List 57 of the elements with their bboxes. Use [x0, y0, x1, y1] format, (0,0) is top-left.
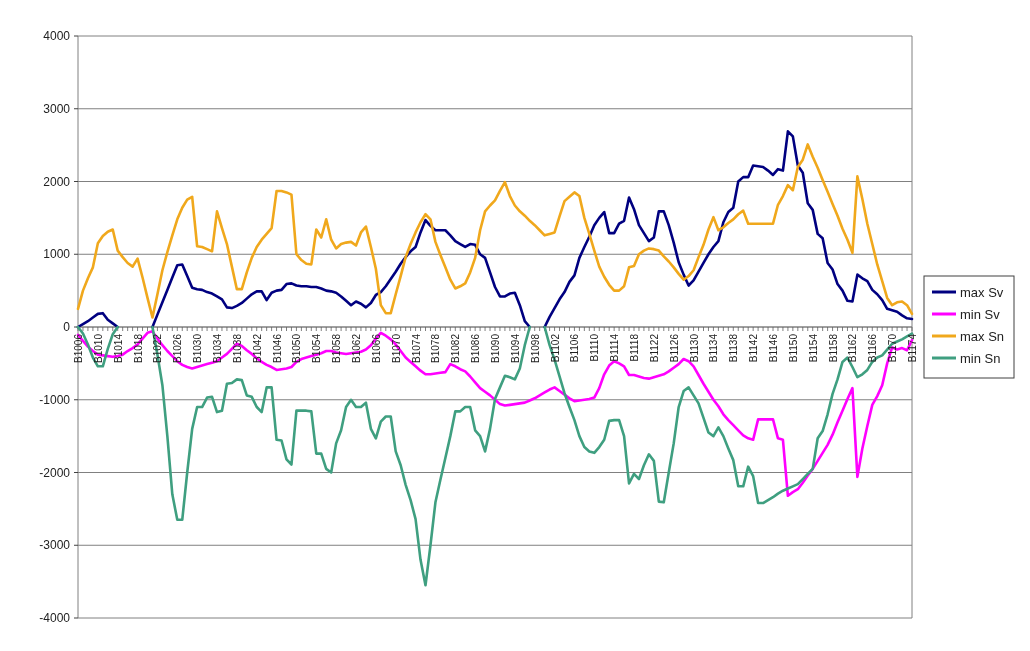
x-tick-label: B1066: [370, 333, 382, 363]
x-tick-label: B1146: [768, 333, 779, 363]
x-tick-label: B1026: [172, 333, 184, 363]
x-tick-label: B1038: [231, 333, 243, 363]
x-tick-label: B1098: [529, 333, 541, 363]
x-tick-label: B1134: [708, 333, 720, 363]
x-tick-label: B1110: [589, 333, 601, 362]
y-tick-label: -4000: [39, 611, 71, 626]
x-tick-label: B1118: [629, 333, 640, 362]
x-tick-label: B1174: [907, 333, 918, 363]
x-tick-label: B1166: [867, 333, 879, 363]
x-tick-label: B1030: [192, 333, 204, 363]
legend-label: min Sn: [960, 350, 1001, 366]
x-tick-label: B1094: [509, 333, 521, 363]
y-tick-label: -3000: [39, 538, 71, 553]
line-series: [76, 330, 914, 498]
x-tick-label: B1022: [152, 333, 164, 363]
x-tick-label: B1086: [470, 333, 482, 363]
legend-label: max Sn: [960, 328, 1005, 344]
x-tick-label: B1158: [827, 333, 839, 363]
x-tick-label: B1046: [271, 333, 283, 363]
x-tick-label: B1018: [132, 333, 144, 363]
x-tick-label: B1042: [251, 333, 263, 363]
x-tick-label: B1062: [351, 333, 362, 363]
x-tick-label: B1102: [549, 333, 561, 363]
x-tick-label: B1070: [390, 333, 402, 363]
x-tick-label: B1058: [331, 333, 343, 363]
legend-label: min Sv: [960, 306, 1001, 322]
y-tick-label: 4000: [43, 29, 71, 44]
x-tick-label: B1126: [668, 333, 680, 363]
y-tick-label: -1000: [39, 392, 71, 407]
x-tick-label: B1122: [648, 333, 660, 363]
x-tick-label: B1078: [430, 333, 442, 363]
x-tick-label: B1034: [212, 333, 223, 363]
x-tick-label: B1154: [807, 333, 819, 363]
y-tick-label: 0: [63, 320, 71, 335]
x-tick-label: B1010: [92, 333, 104, 363]
y-tick-label: -2000: [39, 465, 71, 480]
x-tick-label: B1050: [291, 333, 303, 363]
x-tick-label: B1138: [728, 333, 740, 363]
y-tick-label: 2000: [43, 174, 71, 189]
y-tick-label: 1000: [43, 247, 71, 262]
x-tick-label: B1006: [73, 333, 84, 363]
x-tick-label: B1130: [688, 333, 700, 363]
y-tick-label: 3000: [43, 101, 71, 116]
x-tick-label: B1170: [887, 333, 899, 363]
x-tick-label: B1082: [450, 333, 462, 363]
x-tick-label: B1074: [410, 333, 422, 363]
x-tick-label: B1054: [311, 333, 323, 363]
x-tick-label: B1014: [112, 333, 124, 363]
x-tick-label: B1114: [609, 333, 621, 362]
x-tick-label: B1142: [748, 333, 760, 363]
legend-label: max Sv: [960, 284, 1004, 300]
x-tick-label: B1106: [569, 333, 581, 363]
x-tick-label: B1090: [490, 333, 501, 363]
x-tick-label: B1162: [847, 333, 859, 363]
x-tick-label: B1150: [787, 333, 799, 363]
